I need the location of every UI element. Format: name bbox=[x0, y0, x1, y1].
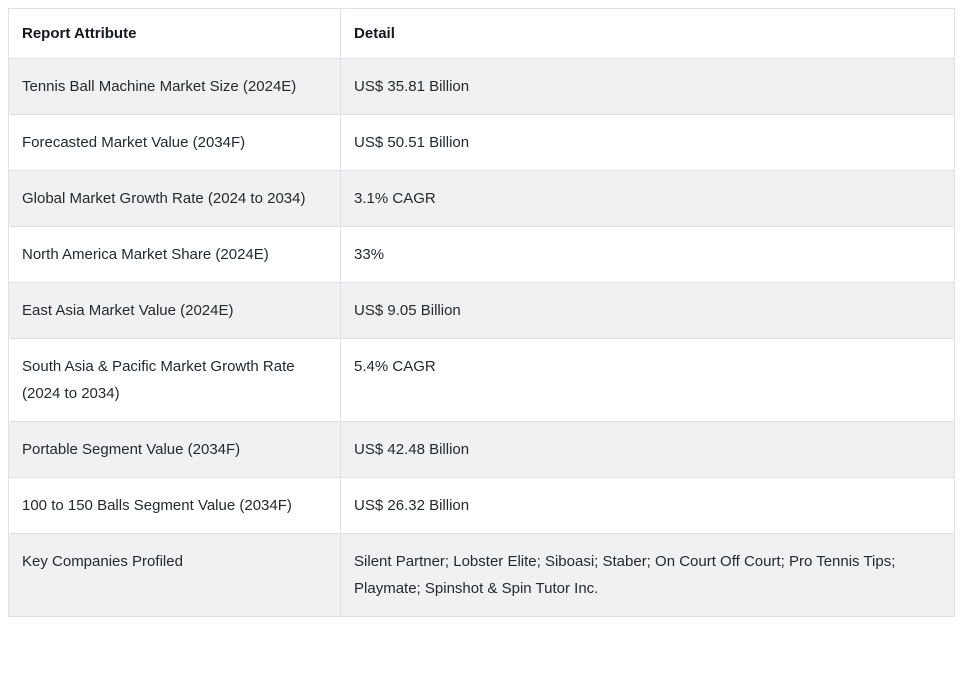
attribute-cell: 100 to 150 Balls Segment Value (2034F) bbox=[7, 477, 342, 534]
table-row: Key Companies Profiled Silent Partner; L… bbox=[7, 533, 955, 617]
column-header-report-attribute: Report Attribute bbox=[7, 8, 342, 59]
table-row: Global Market Growth Rate (2024 to 2034)… bbox=[7, 170, 955, 227]
detail-cell: Silent Partner; Lobster Elite; Siboasi; … bbox=[340, 533, 955, 617]
attribute-cell: North America Market Share (2024E) bbox=[7, 226, 342, 283]
attribute-cell: Forecasted Market Value (2034F) bbox=[7, 114, 342, 171]
attribute-cell: South Asia & Pacific Market Growth Rate … bbox=[7, 338, 342, 422]
table-row: Tennis Ball Machine Market Size (2024E) … bbox=[7, 58, 955, 115]
detail-cell: 5.4% CAGR bbox=[340, 338, 955, 422]
detail-cell: US$ 50.51 Billion bbox=[340, 114, 955, 171]
attribute-cell: Tennis Ball Machine Market Size (2024E) bbox=[7, 58, 342, 115]
detail-cell: US$ 35.81 Billion bbox=[340, 58, 955, 115]
table-row: East Asia Market Value (2024E) US$ 9.05 … bbox=[7, 282, 955, 339]
table-row: South Asia & Pacific Market Growth Rate … bbox=[7, 338, 955, 422]
header-row: Report Attribute Detail bbox=[7, 8, 955, 59]
table-row: North America Market Share (2024E) 33% bbox=[7, 226, 955, 283]
detail-cell: US$ 9.05 Billion bbox=[340, 282, 955, 339]
table-row: 100 to 150 Balls Segment Value (2034F) U… bbox=[7, 477, 955, 534]
detail-cell: 3.1% CAGR bbox=[340, 170, 955, 227]
table-row: Portable Segment Value (2034F) US$ 42.48… bbox=[7, 421, 955, 478]
attribute-cell: Key Companies Profiled bbox=[7, 533, 342, 617]
attribute-cell: East Asia Market Value (2024E) bbox=[7, 282, 342, 339]
detail-cell: US$ 26.32 Billion bbox=[340, 477, 955, 534]
detail-cell: 33% bbox=[340, 226, 955, 283]
column-header-detail: Detail bbox=[340, 8, 955, 59]
attribute-cell: Global Market Growth Rate (2024 to 2034) bbox=[7, 170, 342, 227]
report-summary-table: Report Attribute Detail Tennis Ball Mach… bbox=[7, 8, 955, 617]
table-row: Forecasted Market Value (2034F) US$ 50.5… bbox=[7, 114, 955, 171]
attribute-cell: Portable Segment Value (2034F) bbox=[7, 421, 342, 478]
detail-cell: US$ 42.48 Billion bbox=[340, 421, 955, 478]
